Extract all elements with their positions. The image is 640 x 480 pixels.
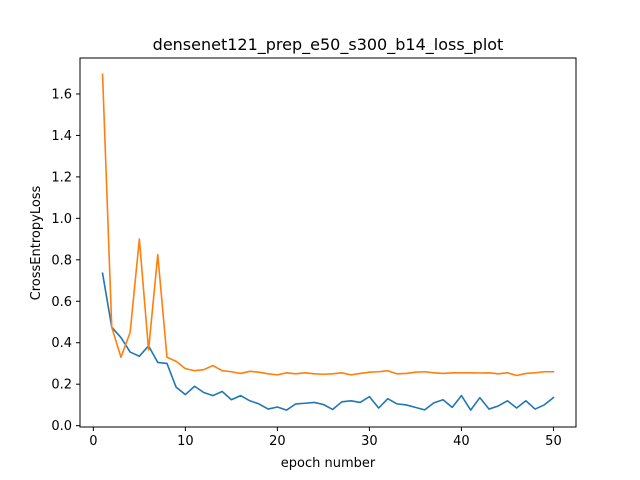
series-layer	[101, 73, 555, 411]
y-axis-label: CrossEntropyLoss	[29, 185, 44, 300]
x-tick-label: 0	[89, 434, 97, 449]
y-tick-label: 1.6	[51, 87, 72, 102]
x-tick-label: 30	[361, 434, 378, 449]
series-line-train	[101, 272, 555, 411]
x-tick-label: 10	[177, 434, 194, 449]
chart-title: densenet121_prep_e50_s300_b14_loss_plot	[153, 35, 504, 55]
plot-frame	[79, 57, 577, 428]
y-tick-label: 1.4	[51, 129, 72, 144]
x-axis: 0 10 20 30 40 50	[89, 427, 562, 449]
x-tick-label: 40	[453, 434, 470, 449]
y-tick-label: 0.2	[51, 378, 72, 393]
series-line-validation	[101, 73, 555, 377]
x-axis-label: epoch number	[281, 456, 376, 471]
y-tick-label: 1.0	[51, 212, 72, 227]
y-tick-label: 0.8	[51, 253, 72, 268]
x-tick-label: 50	[545, 434, 562, 449]
y-tick-label: 0.4	[51, 336, 72, 351]
x-tick-label: 20	[269, 434, 286, 449]
y-tick-label: 1.2	[51, 170, 72, 185]
y-tick-label: 0.0	[51, 419, 72, 434]
y-tick-label: 0.6	[51, 295, 72, 310]
y-axis: 0.0 0.2 0.4 0.6 0.8 1.0 1.2 1.4 1.6	[51, 87, 80, 434]
